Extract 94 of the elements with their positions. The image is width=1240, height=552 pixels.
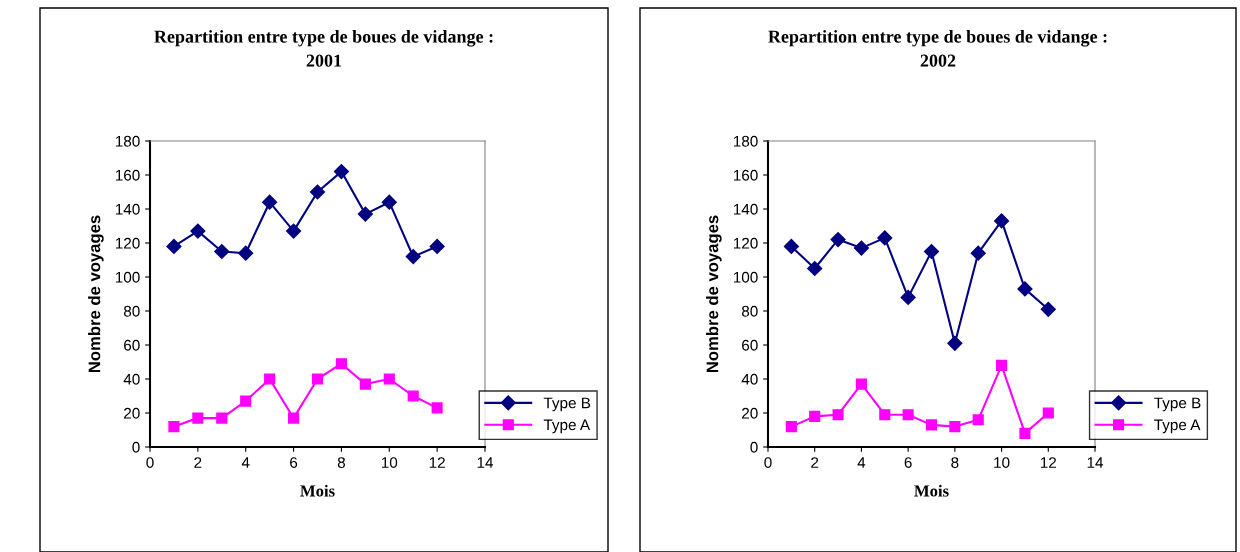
point (809, 410, 821, 422)
point (1017, 281, 1033, 297)
y-axis-title: Nombre de voyages (88, 215, 104, 373)
point (853, 240, 869, 256)
point (783, 238, 799, 254)
point (900, 289, 916, 305)
point (286, 223, 302, 239)
point (832, 409, 844, 421)
y-tick-label: 180 (733, 135, 758, 147)
point (879, 409, 891, 421)
point (168, 421, 180, 433)
point (262, 194, 278, 210)
x-tick-label: 2 (194, 457, 202, 468)
point (970, 245, 986, 261)
point (190, 223, 206, 239)
point (785, 421, 797, 433)
point (925, 419, 938, 431)
x-tick-label: 10 (994, 457, 1010, 468)
x-tick-label: 12 (1040, 457, 1057, 468)
legend-label: Type B (543, 397, 591, 412)
point (855, 378, 867, 390)
x-tick-label: 8 (337, 457, 346, 468)
legend-label: Type A (1154, 419, 1201, 434)
point (264, 373, 276, 385)
point (902, 409, 914, 421)
y-tick-label: 20 (742, 407, 758, 419)
y-tick-label: 180 (115, 135, 140, 147)
point (996, 359, 1008, 371)
point (216, 412, 228, 424)
point (947, 335, 963, 351)
point (830, 232, 846, 248)
x-tick-label: 8 (951, 457, 959, 468)
y-tick-label: 60 (124, 339, 140, 351)
point (240, 395, 252, 407)
point (972, 414, 984, 426)
point (311, 373, 324, 385)
y-tick-label: 100 (733, 271, 758, 283)
y-tick-label: 140 (115, 203, 140, 215)
point (1040, 301, 1056, 317)
y-axis-title: Nombre de voyages (706, 215, 722, 373)
y-tick-label: 160 (115, 169, 140, 181)
y-tick-label: 140 (733, 203, 758, 215)
y-tick-label: 160 (733, 169, 758, 181)
y-tick-label: 80 (741, 305, 758, 317)
y-tick-label: 80 (123, 305, 140, 317)
y-tick-label: 100 (115, 271, 140, 283)
point (288, 412, 300, 424)
point (357, 206, 373, 222)
x-tick-label: 14 (1087, 457, 1104, 468)
x-tick-label: 10 (381, 457, 398, 468)
point (335, 358, 347, 370)
point (214, 243, 230, 260)
x-tick-label: 12 (429, 457, 445, 468)
chart-title: Repartition entre type de boues de vidange : 2002 (768, 30, 1107, 67)
x-tick-label: 14 (477, 457, 494, 468)
point (405, 249, 421, 265)
legend-label: Type A (543, 419, 591, 434)
point (429, 238, 445, 254)
x-axis-title: Mois (914, 484, 949, 497)
point (333, 164, 349, 180)
legend-label: Type B (1154, 397, 1201, 412)
y-tick-label: 120 (733, 237, 758, 249)
x-tick-label: 0 (764, 457, 772, 468)
point (359, 378, 371, 390)
point (949, 421, 961, 433)
x-axis-title: Mois (300, 484, 335, 497)
point (1042, 407, 1054, 419)
point (309, 184, 326, 200)
chart-title: Repartition entre type de boues de vidange : 2001 (154, 30, 493, 67)
point (431, 402, 443, 414)
point (192, 412, 204, 424)
point (238, 245, 254, 261)
x-tick-label: 0 (146, 457, 154, 468)
y-tick-label: 0 (132, 441, 140, 453)
point (166, 238, 182, 254)
y-tick-label: 120 (115, 237, 140, 249)
y-tick-label: 60 (742, 339, 758, 351)
point (923, 243, 940, 260)
x-tick-label: 4 (241, 457, 250, 468)
point (381, 194, 397, 210)
x-tick-label: 4 (857, 457, 866, 468)
y-tick-label: 40 (123, 373, 140, 385)
y-tick-label: 0 (750, 441, 758, 453)
point (877, 230, 893, 246)
point (807, 260, 823, 277)
x-tick-label: 6 (904, 457, 912, 468)
point (383, 373, 395, 385)
point (1019, 427, 1031, 439)
y-tick-label: 40 (741, 373, 758, 385)
x-tick-label: 6 (290, 457, 298, 468)
point (994, 213, 1010, 229)
point (407, 390, 419, 402)
y-tick-label: 20 (124, 407, 140, 419)
x-tick-label: 2 (811, 457, 819, 468)
